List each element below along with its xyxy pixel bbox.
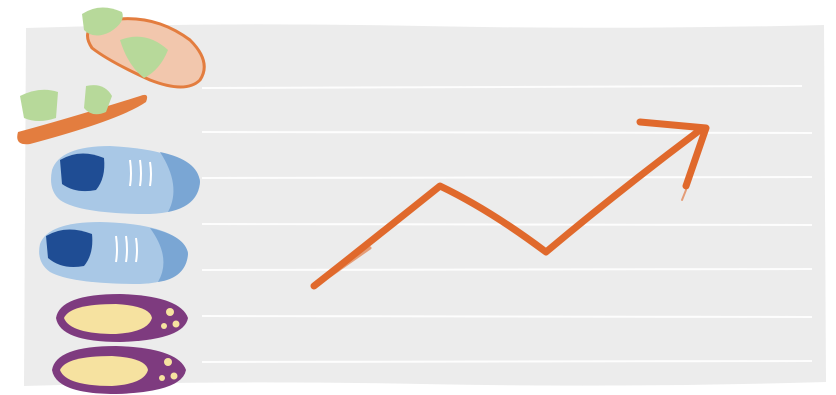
trend-arrow-icon	[300, 100, 740, 300]
board-line	[201, 268, 813, 271]
flower-icon	[159, 375, 165, 381]
board-line	[201, 315, 813, 318]
board-shape	[24, 24, 826, 387]
sneaker-icon	[51, 146, 200, 214]
ballet-flat-icon	[56, 294, 188, 342]
flower-icon	[161, 323, 167, 329]
board-line	[201, 360, 813, 363]
sandal-icon	[17, 7, 206, 145]
flower-icon	[172, 320, 180, 328]
flower-icon	[170, 372, 178, 380]
board-line	[201, 176, 813, 179]
sneaker-icon	[39, 222, 188, 284]
flower-icon	[166, 308, 174, 316]
ballet-flat-icon	[52, 346, 186, 394]
flower-icon	[164, 358, 172, 366]
board-line	[201, 131, 813, 134]
board-line	[201, 85, 803, 89]
shoe-column	[0, 0, 230, 395]
